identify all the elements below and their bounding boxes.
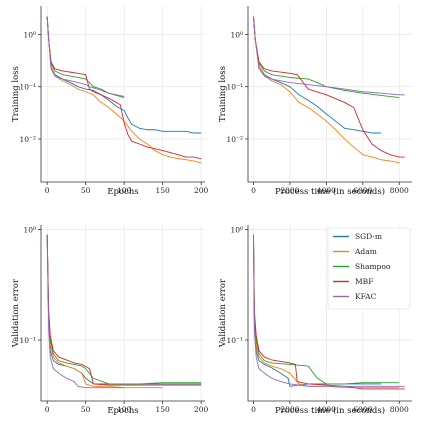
x-axis-label: Epochs <box>107 406 138 416</box>
x-tick-label: 100 <box>117 186 132 195</box>
axis-spines <box>40 6 205 183</box>
series-line-sgd-m <box>46 234 202 385</box>
chart-panel-3: 0 50 100 150 200 10⁰ 10⁻¹ Epochs Validation erro… <box>11 225 209 416</box>
y-tick-label: 10⁰ <box>23 226 36 235</box>
x-axis-label: Epochs <box>107 187 138 197</box>
x-tick-label: 0 <box>45 405 50 414</box>
x-tick-label: 8000 <box>390 186 409 195</box>
series-line-mbf <box>253 16 405 158</box>
x-tick-label: 6000 <box>353 186 372 195</box>
axis-spines <box>247 6 412 183</box>
legend-entry: MBF <box>355 277 373 286</box>
x-tick-label: 150 <box>155 186 170 195</box>
x-tick-label: 2000 <box>280 186 299 195</box>
legend-box <box>327 227 411 310</box>
series-line-kfac <box>46 16 125 97</box>
x-tick-label: 100 <box>117 405 132 414</box>
x-tick-label: 150 <box>155 405 170 414</box>
legend: SGD-m Adam Shampoo MBF KFAC <box>327 227 411 310</box>
axis-spines <box>40 225 205 402</box>
legend-entry: Adam <box>354 247 377 256</box>
series-line-shampoo <box>253 234 400 385</box>
series-line-mbf <box>46 16 202 160</box>
x-tick-label: 0 <box>45 186 50 195</box>
legend-entry: SGD-m <box>355 232 382 241</box>
x-tick-label: 4000 <box>317 405 336 414</box>
legend-entry: KFAC <box>355 292 377 301</box>
chart-panel-1: 0 50 100 150 200 10⁰ 10⁻¹ 10⁻² Epochs Training lo… <box>11 6 209 197</box>
y-axis-label: Validation error <box>218 278 228 348</box>
y-axis-label: Validation error <box>11 278 21 348</box>
series-line-shampoo <box>46 234 202 385</box>
x-tick-label: 8000 <box>390 405 409 414</box>
legend-entry: Shampoo <box>355 262 391 271</box>
chart-panel-2: 0 2000 4000 6000 8000 10⁰ 10⁻¹ 10⁻² Process time… <box>218 6 412 197</box>
y-tick-label: 10⁻² <box>226 135 243 144</box>
y-tick-label: 10⁻¹ <box>226 336 243 345</box>
x-tick-label: 200 <box>194 186 209 195</box>
y-tick-label: 10⁻¹ <box>19 83 36 92</box>
series-line-mbf <box>46 234 202 386</box>
x-tick-label: 0 <box>251 186 256 195</box>
x-tick-label: 4000 <box>317 186 336 195</box>
axis-spines <box>247 225 412 402</box>
x-tick-label: 50 <box>81 186 91 195</box>
y-tick-label: 10⁻¹ <box>19 336 36 345</box>
x-tick-label: 0 <box>251 405 256 414</box>
x-tick-label: 2000 <box>280 405 299 414</box>
x-tick-label: 50 <box>81 405 91 414</box>
series-line-kfac <box>46 234 125 389</box>
series-line-adam <box>46 234 163 389</box>
y-axis-label: Training loss <box>11 66 21 122</box>
y-tick-label: 10⁰ <box>230 30 243 39</box>
x-tick-label: 200 <box>194 405 209 414</box>
series-line-adam <box>46 16 202 164</box>
series-line-kfac <box>253 234 405 387</box>
y-tick-label: 10⁻¹ <box>226 83 243 92</box>
y-tick-label: 10⁰ <box>23 30 36 39</box>
x-tick-label: 6000 <box>353 405 372 414</box>
y-tick-label: 10⁰ <box>230 226 243 235</box>
series-line-mbf <box>253 234 405 390</box>
series-line-shampoo <box>253 16 400 98</box>
y-tick-label: 10⁻² <box>19 135 36 144</box>
series-line-kfac <box>253 16 405 96</box>
x-axis-label: Process time (in seconds) <box>275 186 385 197</box>
chart-panel-4: 0 2000 4000 6000 8000 10⁰ 10⁻¹ Process time (in… <box>218 225 412 416</box>
x-axis-label: Process time (in seconds) <box>275 405 385 416</box>
y-axis-label: Training loss <box>218 66 228 122</box>
